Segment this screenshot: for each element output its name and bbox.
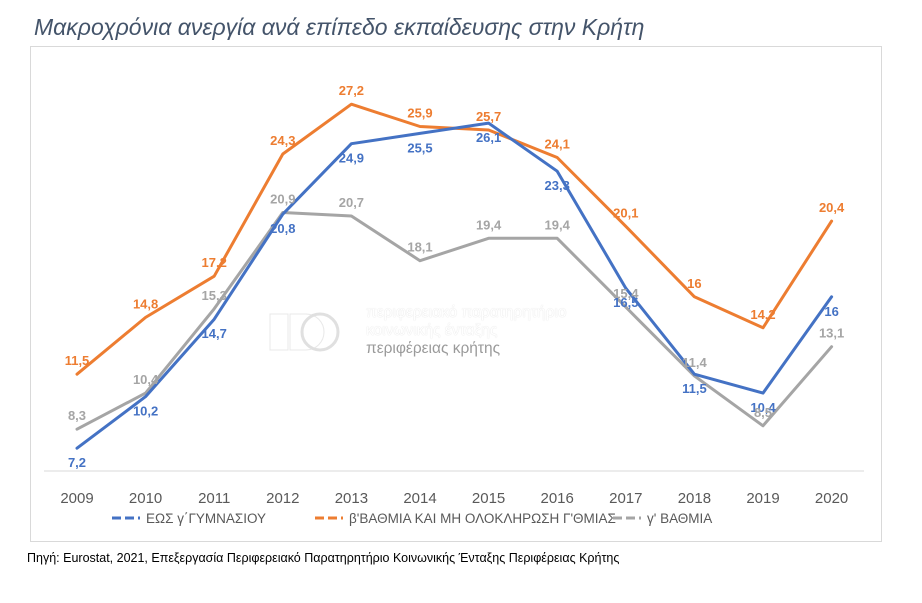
data-label: 24,3 bbox=[270, 133, 295, 148]
x-tick-label: 2017 bbox=[609, 490, 642, 507]
data-label: 19,4 bbox=[545, 217, 571, 232]
x-tick-label: 2009 bbox=[60, 490, 93, 507]
data-label: 11,5 bbox=[65, 353, 90, 368]
watermark-line-3: περιφέρειας κρήτης bbox=[366, 340, 501, 357]
data-label: 11,5 bbox=[682, 381, 707, 396]
data-label: 20,1 bbox=[613, 205, 638, 220]
legend-label: ΕΩΣ γ΄ΓΥΜΝΑΣΙΟΥ bbox=[146, 511, 266, 526]
data-label: 20,8 bbox=[270, 221, 295, 236]
data-label: 24,9 bbox=[339, 151, 364, 166]
x-tick-label: 2018 bbox=[678, 490, 711, 507]
series-line-1 bbox=[75, 121, 834, 450]
observatory-logo-icon bbox=[269, 312, 340, 352]
data-label: 24,1 bbox=[545, 136, 570, 151]
data-label: 20,9 bbox=[270, 192, 295, 207]
legend-label: γ' ΒΑΘΜΙΑ bbox=[647, 511, 712, 526]
chart-area-frame bbox=[30, 46, 882, 542]
data-label: 15,3 bbox=[202, 288, 227, 303]
x-tick-label: 2010 bbox=[129, 490, 162, 507]
x-tick-label: 2014 bbox=[403, 490, 436, 507]
source-note: Πηγή: Eurostat, 2021, Επεξεργασία Περιφε… bbox=[27, 551, 620, 565]
data-label: 13,1 bbox=[819, 326, 844, 341]
data-label: 25,7 bbox=[476, 109, 501, 124]
data-label: 10,2 bbox=[133, 404, 158, 419]
watermark-line-1: περιφερειακό παρατηρητήριο bbox=[366, 304, 567, 321]
data-label: 14,2 bbox=[750, 307, 775, 322]
data-label: 20,7 bbox=[339, 195, 364, 210]
data-label: 18,1 bbox=[407, 240, 432, 255]
data-label: 8,3 bbox=[68, 408, 86, 423]
data-label: 7,2 bbox=[68, 455, 86, 470]
data-label: 16 bbox=[687, 276, 701, 291]
x-tick-label: 2011 bbox=[198, 490, 230, 507]
series-line-3 bbox=[75, 211, 834, 431]
x-tick-label: 2013 bbox=[335, 490, 368, 507]
data-label: 15,4 bbox=[613, 286, 639, 301]
data-label: 23,3 bbox=[545, 178, 570, 193]
x-tick-label: 2019 bbox=[746, 490, 779, 507]
data-label: 19,4 bbox=[476, 217, 502, 232]
data-label: 25,9 bbox=[407, 106, 432, 121]
data-label: 10,4 bbox=[133, 372, 159, 387]
legend-label: β'ΒΑΘΜΙΑ ΚΑΙ ΜΗ ΟΛΟΚΛΗΡΩΣΗ Γ'ΘΜΙΑΣ bbox=[349, 511, 616, 526]
data-label: 11,4 bbox=[682, 355, 707, 370]
data-label: 25,5 bbox=[407, 140, 432, 155]
data-label: 14,8 bbox=[133, 296, 158, 311]
data-label: 26,1 bbox=[476, 130, 501, 145]
x-tick-label: 2016 bbox=[541, 490, 574, 507]
x-tick-label: 2015 bbox=[472, 490, 505, 507]
x-tick-label: 2020 bbox=[815, 490, 848, 507]
chart-title: Μακροχρόνια ανεργία ανά επίπεδο εκπαίδευ… bbox=[34, 14, 645, 40]
watermark-line-2: κοινωνικής ένταξης bbox=[366, 322, 498, 339]
data-label: 17,2 bbox=[202, 255, 227, 270]
data-label: 20,4 bbox=[819, 200, 845, 215]
data-label: 16 bbox=[824, 304, 838, 319]
data-label: 16,5 bbox=[613, 295, 638, 310]
data-label: 10,4 bbox=[750, 400, 776, 415]
data-label: 14,7 bbox=[202, 326, 227, 341]
x-tick-label: 2012 bbox=[266, 490, 299, 507]
data-label: 27,2 bbox=[339, 83, 364, 98]
data-label: 8,5 bbox=[754, 405, 772, 420]
